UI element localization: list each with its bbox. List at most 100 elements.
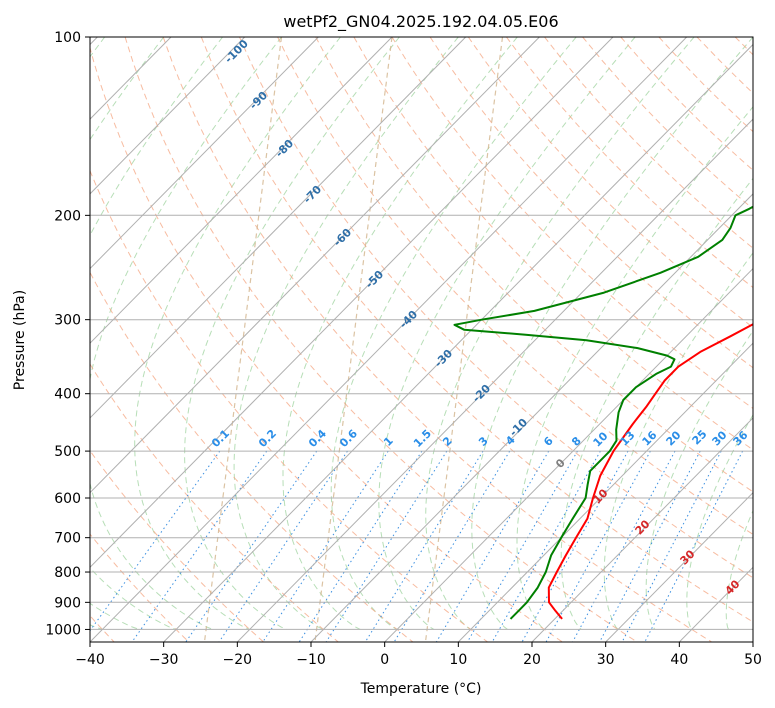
mixing-ratio-label: 30 [710,428,730,448]
moist-adiabat-label: 30 [678,547,698,567]
dry-adiabat-line [239,37,753,579]
x-tick-label: −20 [223,652,253,668]
dry-adiabat-label: -60 [331,226,354,249]
y-tick-label: 700 [54,531,81,547]
isotherm-line [90,37,393,344]
mixing-ratio-line [599,450,701,642]
dry-adiabat-line [90,46,564,642]
y-axis-ticks: 100 200 300 400 500 600 700 800 900 1000 [45,30,90,638]
x-tick-label: 20 [523,652,541,668]
x-tick-label: −30 [149,652,179,668]
x-tick-label: −40 [75,652,105,668]
x-tick-label: 10 [449,652,467,668]
mixing-ratio-label: 0.4 [306,427,329,450]
isotherm-line [163,43,753,642]
dry-adiabat-line [277,37,753,535]
mixing-ratio-line [325,450,448,642]
mixing-ratio-line [521,450,629,642]
moist-adiabat-line [516,106,753,630]
x-tick-label: 50 [744,652,762,668]
dry-adiabat-line [658,37,753,133]
isotherm-line [384,267,753,642]
x-tick-label: −10 [296,652,326,668]
moist-adiabat-label: 10 [591,486,611,506]
dry-adiabat-line [162,37,713,642]
y-tick-label: 900 [54,595,81,611]
dry-adiabat-line [620,37,753,171]
reference-curve [424,37,504,642]
mixing-ratio-line [393,450,511,642]
isotherm-line [531,417,753,642]
dry-adiabat-line [90,169,489,642]
mixing-ratio-label: 6 [541,434,556,449]
dewpoint-profile-line [453,205,753,620]
plot-frame [89,36,754,643]
isotherm-line [90,37,467,419]
mixing-ratio-label: 8 [569,434,584,449]
temperature-profile-line [547,323,753,620]
moist-adiabat-line [645,330,753,630]
moist-adiabat-line [233,37,459,630]
isotherm-line [236,118,753,642]
dry-adiabat-line [124,37,638,642]
mixing-ratio-line [364,450,484,642]
moist-adiabat-line [603,251,753,630]
mixing-ratio-line [572,450,676,642]
dry-adiabat-line [90,533,190,642]
moist-adiabat-line [134,37,341,630]
isotherm-line [457,342,753,642]
moist-adiabat-line [725,509,753,630]
isotherm-line [605,491,753,642]
isotherm-line [90,37,246,195]
isotherm-line [90,37,540,494]
isotherm-line [752,641,753,642]
dry-adiabat-line [505,37,753,289]
dry-adiabat-line [696,37,753,94]
x-tick-label: 30 [597,652,615,668]
x-axis-ticks: −40 −30 −20 −10 0 10 20 30 40 50 [75,642,762,668]
y-tick-label: 500 [54,444,81,460]
isotherm-line [310,193,753,642]
dry-adiabat-line [90,363,340,642]
moist-adiabat-line [686,413,753,630]
moist-adiabat-line [90,37,223,630]
y-tick-label: 600 [54,491,81,507]
moist-adiabat-line [184,37,400,630]
moist-adiabat-line [425,37,695,630]
mixing-ratio-label: 25 [690,428,710,448]
moist-adiabat-label: 20 [633,517,653,537]
mixing-ratio-line [90,450,221,632]
x-tick-label: 40 [670,652,688,668]
dry-adiabat-label: -70 [301,183,324,206]
dry-adiabat-line [582,37,753,210]
mixing-ratio-label: 2 [440,434,455,449]
mixing-ratio-label: 0.2 [256,427,279,450]
x-axis-label: Temperature (°C) [360,681,482,697]
dry-adiabat-label: -20 [470,382,493,405]
dry-adiabat-label: -80 [273,137,296,160]
dry-adiabat-line [315,37,753,493]
dry-adiabat-line [467,37,753,329]
moist-adiabat-line [90,37,282,630]
dry-adiabat-label: -100 [222,37,251,66]
y-tick-label: 300 [54,313,81,329]
dry-adiabat-line [90,449,265,642]
mixing-ratio-label: 1 [381,434,396,449]
mixing-ratio-line [262,450,389,642]
dry-adiabat-line [391,37,753,410]
mixing-ratio-line [131,450,268,642]
y-axis-label: Pressure (hPa) [12,290,28,390]
reference-curve [314,37,393,642]
series-layer [453,205,753,620]
y-tick-label: 1000 [45,622,81,638]
mixing-ratio-label: 0.1 [209,427,232,450]
isotherm-line [90,37,319,270]
y-tick-label: 400 [54,387,81,403]
x-tick-label: 0 [380,652,389,668]
mixing-ratio-label: 16 [640,428,660,448]
moist-adiabat-line [330,37,577,630]
moist-adiabat-line [471,37,753,630]
mixing-ratio-line [218,450,348,642]
y-tick-label: 200 [54,208,81,224]
